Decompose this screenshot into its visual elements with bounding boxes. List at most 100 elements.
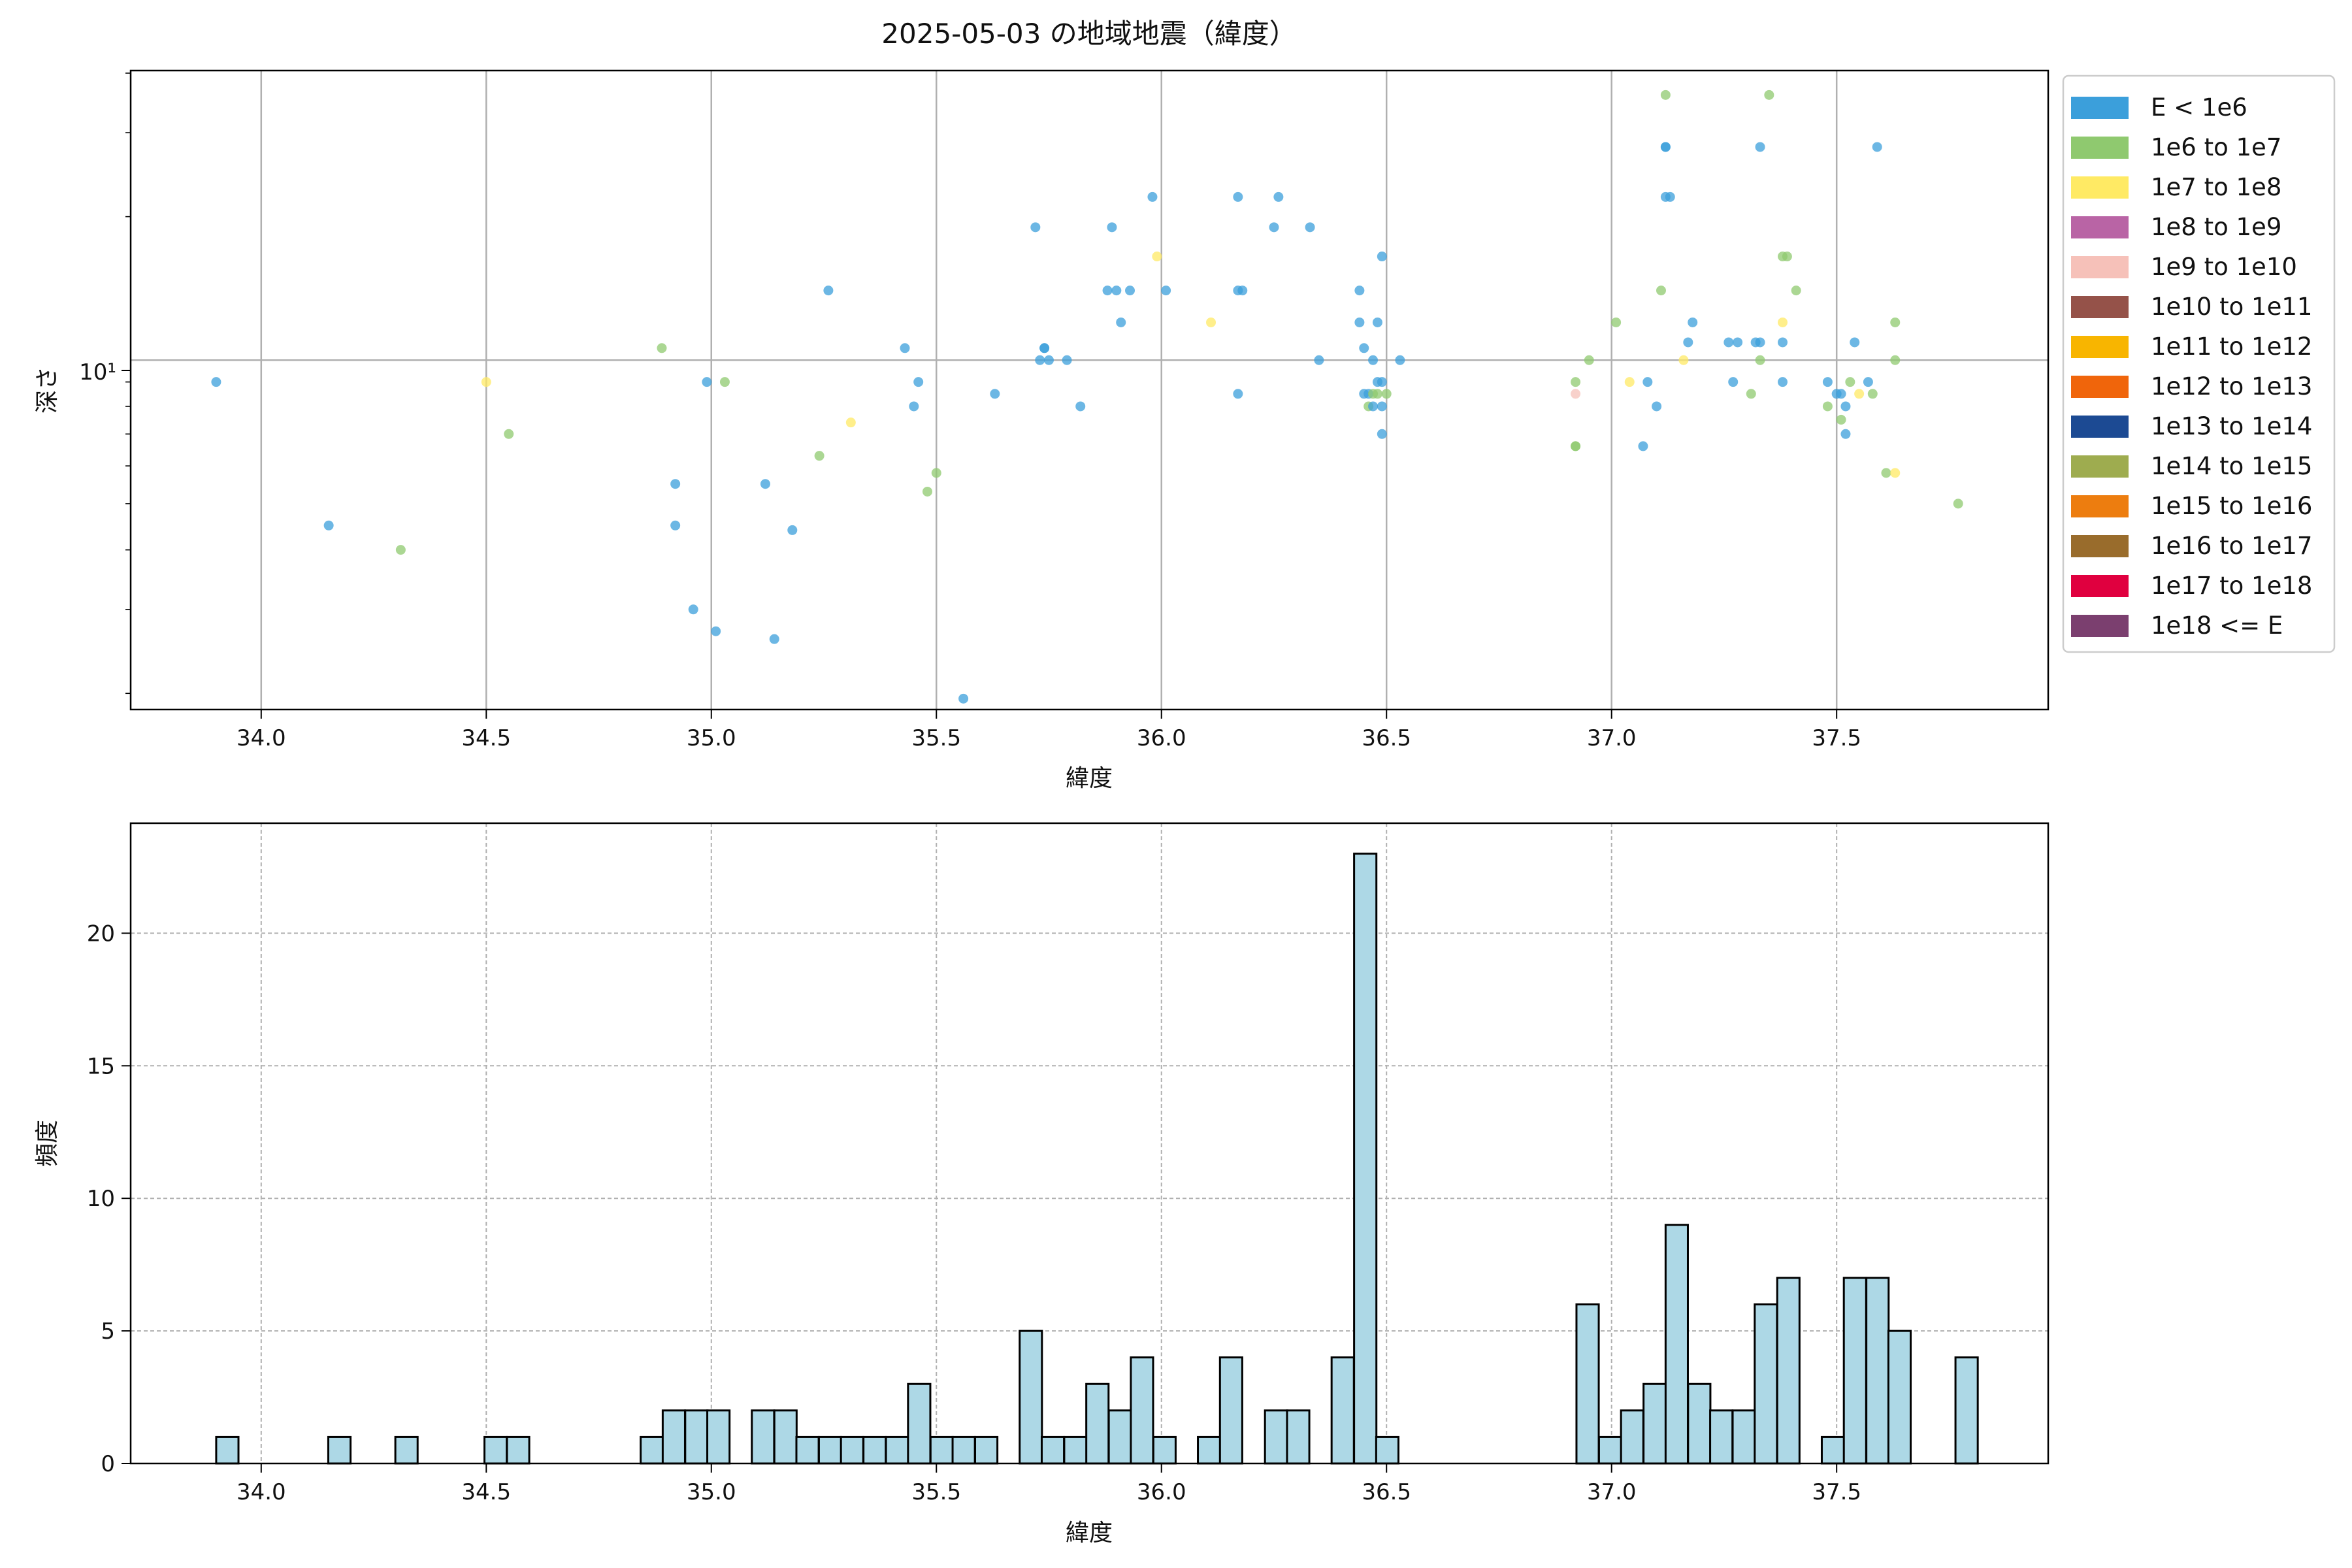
scatter-point xyxy=(1953,498,1963,509)
scatter-y-tick: 10¹ xyxy=(79,359,131,385)
scatter-point xyxy=(1660,142,1671,152)
histogram-bar xyxy=(1085,1382,1110,1465)
histogram-y-tick-label: 5 xyxy=(101,1318,115,1345)
histogram-bar xyxy=(1664,1224,1689,1465)
scatter-point xyxy=(1822,377,1833,387)
scatter-point xyxy=(1161,286,1171,296)
legend-label: 1e16 to 1e17 xyxy=(2151,532,2312,560)
scatter-point xyxy=(909,401,919,412)
histogram-bar xyxy=(1040,1435,1066,1465)
legend-swatch xyxy=(2071,137,2129,159)
scatter-point xyxy=(1872,142,1882,152)
histogram-y-tick-label: 20 xyxy=(87,921,115,947)
histogram-x-tick-label: 37.5 xyxy=(1812,1479,1861,1505)
scatter-point xyxy=(1116,317,1126,327)
histogram-bar xyxy=(1264,1409,1288,1465)
histogram-bar xyxy=(394,1435,419,1465)
histogram-bar xyxy=(661,1409,686,1465)
scatter-point xyxy=(1791,286,1801,296)
scatter-point xyxy=(1782,252,1792,262)
histogram-bar xyxy=(483,1435,508,1465)
legend-swatch xyxy=(2071,535,2129,557)
scatter-point xyxy=(1638,441,1648,451)
histogram-x-tick-label: 36.5 xyxy=(1362,1479,1411,1505)
scatter-point xyxy=(719,377,730,387)
scatter-point xyxy=(1660,90,1671,100)
histogram-x-tick-label: 34.5 xyxy=(461,1479,511,1505)
legend-label: 1e13 to 1e14 xyxy=(2151,412,2312,440)
histogram-bar xyxy=(1620,1409,1644,1465)
scatter-point xyxy=(211,377,221,387)
scatter-point xyxy=(1269,222,1279,233)
histogram-bar xyxy=(1330,1356,1355,1465)
histogram-bar xyxy=(1286,1409,1311,1465)
scatter-point xyxy=(711,626,721,636)
scatter-point xyxy=(1890,355,1901,365)
scatter-point xyxy=(1683,337,1693,348)
histogram-bar xyxy=(1820,1435,1846,1465)
scatter-point xyxy=(1890,317,1901,327)
histogram-bar xyxy=(817,1435,843,1465)
scatter-point xyxy=(1368,355,1379,365)
scatter-point xyxy=(1764,90,1774,100)
histogram-axes-frame xyxy=(129,822,2050,1465)
scatter-point xyxy=(1043,355,1054,365)
legend-swatch xyxy=(2071,455,2129,478)
histogram-y-tick-label: 10 xyxy=(87,1186,115,1212)
histogram-x-tick-label: 35.5 xyxy=(911,1479,961,1505)
legend: E < 1e6 1e6 to 1e7 1e7 to 1e8 1e8 to 1e9 1e9… xyxy=(2062,74,2336,653)
scatter-point xyxy=(1867,389,1878,399)
scatter-x-tick-label: 36.5 xyxy=(1362,725,1411,751)
scatter-x-tick-label: 36.0 xyxy=(1137,725,1186,751)
scatter-point xyxy=(1314,355,1324,365)
legend-swatch xyxy=(2071,176,2129,199)
legend-swatch xyxy=(2071,376,2129,398)
histogram-bar xyxy=(684,1409,709,1465)
scatter-point xyxy=(1652,401,1662,412)
scatter-point xyxy=(1111,286,1122,296)
histogram-x-axis-label: 緯度 xyxy=(1066,1520,1113,1546)
histogram-x-ticks: 34.0 34.5 35.0 35.5 36.0 36.5 37.0 37.5 xyxy=(237,1463,1861,1505)
scatter-point xyxy=(1584,355,1594,365)
histogram-bar xyxy=(1709,1409,1734,1465)
legend-label: 1e8 to 1e9 xyxy=(2151,213,2281,241)
histogram-bar xyxy=(1107,1409,1132,1465)
histogram-bar xyxy=(1887,1330,1912,1465)
histogram-bar xyxy=(885,1435,909,1465)
legend-swatch xyxy=(2071,416,2129,438)
histogram-bar xyxy=(706,1409,731,1465)
scatter-point xyxy=(1881,468,1891,478)
histogram-bar xyxy=(1865,1277,1890,1465)
scatter-point xyxy=(1642,377,1653,387)
legend-label: 1e10 to 1e11 xyxy=(2151,293,2312,321)
scatter-point xyxy=(1102,286,1113,296)
scatter-x-tick-label: 35.5 xyxy=(911,725,961,751)
scatter-point xyxy=(1381,389,1392,399)
histogram-bar xyxy=(951,1435,976,1465)
scatter-x-axis-label: 緯度 xyxy=(1066,765,1113,792)
scatter-point xyxy=(1368,389,1379,399)
scatter-point xyxy=(1377,252,1387,262)
scatter-point xyxy=(1755,142,1765,152)
scatter-point xyxy=(1152,252,1162,262)
scatter-point xyxy=(1723,337,1734,348)
scatter-point xyxy=(1030,222,1041,233)
scatter-point xyxy=(1062,355,1072,365)
scatter-point xyxy=(823,286,834,296)
scatter-point xyxy=(657,343,667,353)
scatter-point xyxy=(1035,355,1045,365)
histogram-x-tick-label: 35.0 xyxy=(687,1479,736,1505)
scatter-point xyxy=(787,525,798,535)
histogram-bar xyxy=(907,1382,932,1465)
legend-swatch xyxy=(2071,216,2129,238)
scatter-point xyxy=(1571,389,1581,399)
scatter-point xyxy=(1845,377,1855,387)
scatter-point xyxy=(1125,286,1135,296)
legend-swatch xyxy=(2071,575,2129,597)
scatter-point xyxy=(1854,389,1865,399)
scatter-point xyxy=(1075,401,1086,412)
scatter-point xyxy=(1778,337,1788,348)
scatter-point xyxy=(1206,317,1217,327)
legend-label: E < 1e6 xyxy=(2151,93,2247,122)
